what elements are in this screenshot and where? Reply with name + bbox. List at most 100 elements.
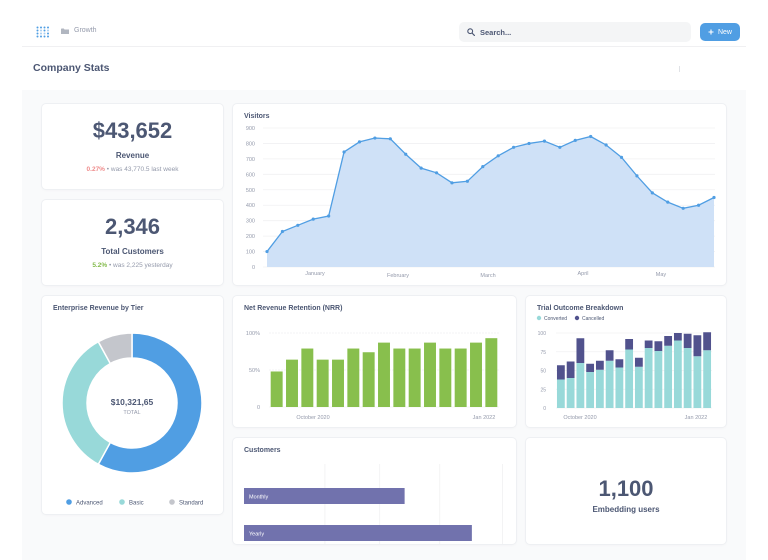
breadcrumb[interactable]: Growth (61, 27, 97, 34)
visitors-point (296, 223, 300, 227)
trial-bar-converted (654, 351, 663, 408)
trial-bar-cancelled (644, 340, 653, 348)
visitors-point (635, 174, 639, 178)
enterprise-revenue-card[interactable]: Enterprise Revenue by Tier $10,321,65 TOT… (42, 296, 223, 514)
app-logo-icon[interactable] (36, 26, 50, 38)
visitors-x-label: March (480, 273, 495, 279)
search-placeholder[interactable]: Search... (480, 27, 512, 37)
visitors-point (496, 154, 500, 158)
visitors-x-label: February (387, 273, 409, 279)
nrr-bar (301, 348, 314, 407)
nrr-title: Net Revenue Retention (NRR) (244, 305, 343, 312)
search-icon (467, 28, 475, 36)
visitors-y-tick: 300 (246, 219, 255, 225)
trial-y-tick: 25 (540, 387, 546, 393)
nrr-bar (470, 342, 482, 407)
enterprise-title: Enterprise Revenue by Tier (53, 305, 144, 312)
revenue-value: $43,652 (92, 118, 173, 143)
nrr-bar (454, 348, 467, 407)
donut-center-value: $10,321,65 (111, 397, 154, 407)
total-customers-comparison: 5.2% • was 2,225 yesterday (42, 262, 223, 269)
trial-bar-cancelled (703, 332, 712, 351)
visitors-point (558, 145, 562, 149)
visitors-y-tick: 400 (246, 203, 255, 209)
trial-chart[interactable]: 0 25 50 75 100 Converted Cancelled October 2020… (526, 296, 726, 427)
visitors-point (373, 136, 377, 140)
trial-bar-converted (615, 367, 624, 408)
revenue-label: Revenue (115, 151, 150, 160)
revenue-separator: • (106, 166, 110, 173)
customers-chart[interactable]: Monthly Yearly (233, 438, 516, 544)
visitors-x-label: May (656, 272, 667, 278)
visitors-point (265, 249, 269, 254)
visitors-point (280, 229, 285, 234)
search-bar[interactable]: Search... (459, 22, 691, 42)
new-button[interactable]: New (700, 23, 740, 41)
visitors-point (419, 166, 423, 170)
plus-icon (708, 29, 714, 35)
breadcrumb-label[interactable]: Growth (74, 27, 97, 34)
nrr-card[interactable]: Net Revenue Retention (NRR) 0 50% 100% Octo… (233, 296, 516, 427)
trial-outcome-card[interactable]: Trial Outcome Breakdown 0 25 50 75 100 Conver… (526, 296, 726, 427)
trial-bar-cancelled (683, 333, 692, 348)
nrr-y-tick: 0 (257, 405, 260, 411)
nrr-bar (316, 359, 329, 407)
customers-card[interactable]: Customers Monthly Yearly (233, 438, 516, 544)
embedding-value: 1,100 (598, 476, 654, 501)
legend-dot-advanced (66, 499, 72, 505)
visitors-point (573, 138, 577, 142)
trial-bar-cancelled (605, 350, 614, 361)
trial-bar-converted (693, 356, 702, 408)
nrr-chart[interactable]: 0 50% 100% October 2020 Jan 2022 (233, 296, 516, 427)
embedding-card[interactable]: 1,100 Embedding users (526, 438, 726, 544)
trial-bar-cancelled (595, 360, 604, 370)
donut-center-label: TOTAL (123, 410, 140, 416)
legend-dot-standard (169, 499, 175, 505)
visitors-title: Visitors (244, 113, 270, 120)
trial-bar-converted (576, 363, 585, 408)
enterprise-donut-chart[interactable]: $10,321,65 TOTAL Advanced Basic Standard (42, 296, 223, 514)
visitors-point (465, 179, 469, 183)
visitors-y-tick: 100 (246, 250, 255, 256)
trial-bar-cancelled (664, 336, 673, 346)
visitors-point (681, 206, 685, 210)
visitors-point (311, 217, 315, 221)
customers-bar-label: Monthly (249, 495, 269, 501)
visitors-area (267, 136, 714, 267)
trial-y-tick: 75 (540, 350, 546, 356)
visitors-card[interactable]: Visitors 0 100 200 300 400 500 600 700 800 900 Jan… (233, 104, 726, 285)
revenue-card[interactable]: $43,652 Revenue 0.27% • was 43,770.5 las… (42, 104, 223, 189)
nrr-bar (362, 352, 375, 407)
visitors-point (619, 155, 624, 159)
embedding-label: Embedding users (592, 505, 660, 514)
visitors-point (696, 203, 701, 207)
page-title: Company Stats (33, 62, 110, 74)
visitors-point (342, 150, 346, 154)
trial-bar-converted (644, 348, 653, 408)
customers-bar-label: Yearly (249, 532, 264, 538)
trial-x-label: Jan 2022 (685, 415, 708, 421)
visitors-point (527, 141, 531, 146)
trial-legend-label: Converted (544, 316, 567, 322)
nrr-bar (347, 348, 360, 407)
total-customers-card[interactable]: 2,346 Total Customers 5.2% • was 2,225 y… (42, 200, 223, 285)
trial-bar-converted (664, 345, 673, 408)
visitors-point (589, 134, 593, 139)
nrr-bar (439, 348, 452, 407)
trial-bar-converted (586, 372, 595, 408)
trial-bar-converted (566, 378, 575, 408)
trial-bar-cancelled (693, 335, 702, 357)
trial-bar-cancelled (576, 338, 585, 363)
donut-slice-standard (97, 332, 133, 365)
trial-bar-converted (595, 369, 604, 408)
nrr-bar (332, 359, 344, 407)
visitors-point (604, 143, 608, 147)
visitors-chart[interactable]: 0 100 200 300 400 500 600 700 800 900 January Febru… (233, 104, 726, 285)
total-customers-separator: • (108, 262, 112, 269)
visitors-y-tick: 800 (246, 141, 255, 147)
nrr-bar (393, 348, 406, 407)
revenue-comparison: 0.27% • was 43,770.5 last week (42, 166, 223, 173)
nrr-bar (485, 338, 498, 407)
visitors-point (650, 191, 654, 195)
trial-title: Trial Outcome Breakdown (537, 305, 624, 312)
